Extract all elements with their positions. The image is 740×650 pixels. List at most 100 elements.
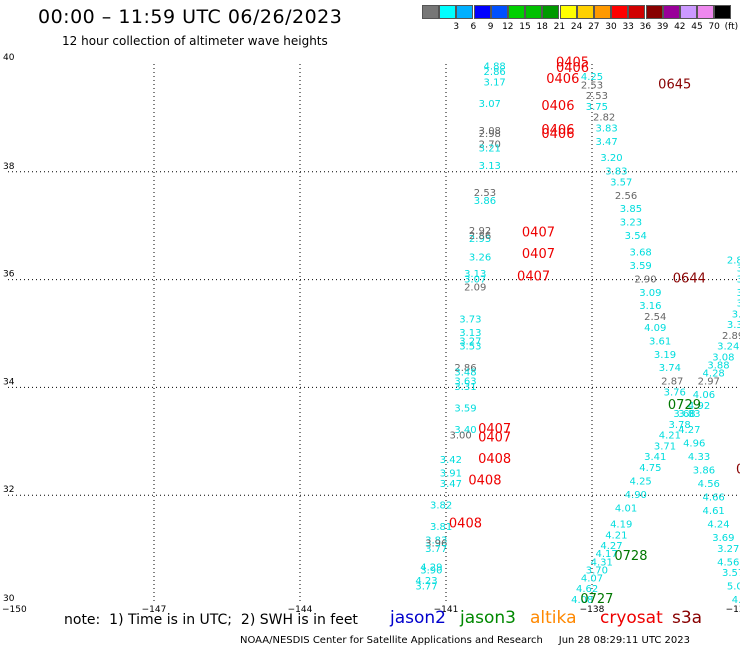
legend-label: 9 [487, 22, 494, 32]
pass-time-label: 0408 [478, 452, 511, 467]
wave-height-value: 4.24 [707, 520, 729, 531]
lon-tick-label: −144 [288, 605, 313, 615]
wave-height-value: 2.86 [454, 363, 476, 374]
wave-height-value: 3.75 [586, 102, 608, 113]
wave-height-value: 4.25 [630, 476, 652, 487]
legend-label: (ft) [724, 22, 739, 32]
wave-height-value: 3.73 [459, 315, 481, 326]
legend-swatch [611, 5, 629, 19]
wave-height-value: 4.62 [576, 584, 598, 595]
wave-height-value: 2.98 [479, 129, 501, 140]
wave-height-value: 4.27 [678, 425, 700, 436]
wave-height-value: 3.20 [737, 264, 740, 275]
wave-height-value: 3.70 [586, 565, 608, 576]
legend-swatch [594, 5, 611, 19]
wave-height-value: 3.86 [474, 196, 496, 207]
wave-height-value: 3.77 [425, 544, 447, 555]
wave-height-value: 3.47 [440, 479, 462, 490]
lat-tick-label: 30 [3, 594, 15, 604]
wave-height-value: 3.16 [639, 301, 661, 312]
wave-height-value: 3.77 [415, 582, 437, 593]
wave-height-value: 3.83 [678, 409, 700, 420]
pass-time-label: 0729 [668, 398, 701, 413]
wave-height-value: 4.75 [639, 463, 661, 474]
wave-height-value: 5.05 [727, 582, 740, 593]
pass-time-label: 0406 [541, 99, 574, 114]
satellite-name: jason2 [390, 608, 446, 628]
legend-label: 39 [656, 22, 669, 32]
wave-height-value: 3.13 [464, 269, 486, 280]
wave-height-value: 3.13 [479, 161, 501, 172]
wave-height-value: 4.09 [644, 323, 666, 334]
wave-height-value: 4.27 [600, 541, 622, 552]
wave-height-value: 4.08 [571, 595, 593, 606]
wave-height-value: 2.09 [464, 282, 486, 293]
pass-time-label: 0407 [522, 247, 555, 262]
lon-tick-label: −150 [2, 605, 27, 615]
wave-height-value: 2.86 [484, 67, 506, 78]
wave-height-value: 4.21 [605, 530, 627, 541]
wave-height-value: 4.66 [703, 493, 725, 504]
lat-tick-label: 36 [3, 270, 15, 280]
legend-swatch [697, 5, 715, 19]
wave-height-value: 4.25 [732, 595, 740, 606]
wave-height-value: 3.40 [454, 425, 476, 436]
wave-height-value: 3.59 [454, 404, 476, 415]
wave-height-value: 3.08 [712, 352, 734, 363]
pass-time-label: 0407 [478, 430, 511, 445]
legend-swatch [456, 5, 474, 19]
wave-height-value: 3.68 [630, 247, 652, 258]
wave-height-value: 3.27 [459, 336, 481, 347]
wave-height-value: 4.28 [703, 369, 725, 380]
wave-height-value: 3.61 [649, 336, 671, 347]
wave-height-value: 3.13 [459, 328, 481, 339]
wave-height-value: 3.74 [659, 363, 681, 374]
lon-tick-label: −141 [434, 605, 459, 615]
wave-height-value: 2.70 [479, 140, 501, 151]
wave-height-value: 3.83 [425, 536, 447, 547]
wave-height-value: 3.96 [425, 538, 447, 549]
wave-height-value: 3.00 [449, 431, 471, 442]
legend-label: 45 [691, 22, 703, 32]
legend-label: 3 [453, 22, 460, 32]
legend-swatch [576, 5, 594, 19]
wave-height-value: 3.53 [459, 342, 481, 353]
wave-height-value: 4.88 [484, 61, 506, 72]
wave-height-value: 3.82 [430, 501, 452, 512]
wave-height-value: 3.21 [479, 143, 501, 154]
wave-height-value: 3.69 [712, 533, 734, 544]
lon-tick-label: −147 [142, 605, 167, 615]
legend-swatch [662, 5, 680, 19]
pass-time-label: 0406 [541, 127, 574, 142]
legend-label: 33 [622, 22, 634, 32]
legend-swatch [559, 5, 577, 19]
satellite-name: s3a [672, 608, 703, 628]
wave-height-value: 2.87 [661, 377, 683, 388]
legend-swatch [439, 5, 457, 19]
wave-height-value: 2.85 [727, 255, 740, 266]
wave-height-value: 4.25 [581, 72, 603, 83]
wave-height-value: 3.59 [630, 261, 652, 272]
wave-height-value: 4.17 [595, 549, 617, 560]
pass-time-label: 0407 [517, 270, 550, 285]
legend-label: 21 [553, 22, 566, 32]
wave-height-value: 4.19 [610, 520, 632, 531]
wave-height-value: 4.61 [703, 506, 725, 517]
legend-swatch [508, 5, 525, 19]
pass-time-label: 0405 [556, 56, 589, 71]
legend-swatch [680, 5, 697, 19]
wave-height-value: 4.31 [591, 557, 613, 568]
wave-height-value: 4.56 [717, 557, 739, 568]
wave-height-value: 3.54 [625, 231, 647, 242]
lon-tick-label: −135 [726, 605, 740, 615]
wave-height-value: 3.97 [737, 299, 740, 310]
legend-swatch [525, 5, 543, 19]
satellite-name: cryosat [600, 608, 663, 628]
legend-label: 6 [470, 22, 477, 32]
wave-height-value: 3.27 [717, 544, 739, 555]
lat-tick-label: 38 [3, 162, 15, 172]
legend-swatch [628, 5, 646, 19]
lat-tick-label: 34 [3, 377, 15, 387]
wave-height-value: 4.01 [615, 503, 637, 514]
